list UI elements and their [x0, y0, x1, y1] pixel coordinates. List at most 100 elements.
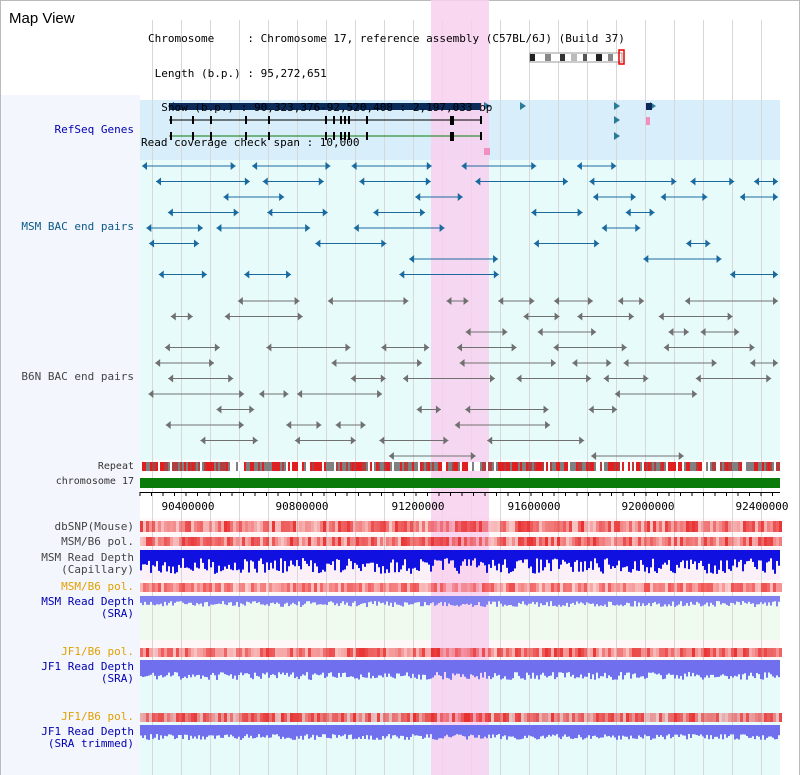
jf1-sra-depth-bar [240, 660, 242, 673]
msm-bac-end [493, 270, 499, 279]
repeat-segment [542, 462, 544, 471]
jf1-trimmed-depth-bar [662, 725, 664, 737]
jf1-sra-depth-bar [578, 660, 580, 678]
jf1-b6-pol-strip [377, 713, 380, 722]
msm-sra-depth-bar [374, 596, 376, 602]
track-label-msm-read-depth-sra[interactable]: MSM Read Depth (SRA) [41, 595, 134, 620]
msm-capillary-depth-bar [482, 550, 484, 563]
jf1-trimmed-depth-bar [422, 725, 424, 739]
repeat-segment [662, 462, 664, 471]
jf1-b6-pol-strip [575, 648, 578, 657]
jf1-b6-pol-strip [545, 648, 548, 657]
repeat-segment [654, 462, 656, 471]
jf1-sra-depth-bar [434, 660, 436, 676]
track-label-dbsnp[interactable]: dbSNP(Mouse) [54, 520, 134, 533]
repeat-segment [260, 462, 262, 471]
jf1-sra-depth-bar [446, 660, 448, 678]
jf1-b6-pol-strip [278, 648, 281, 657]
b6n-bac-end [380, 374, 386, 383]
dbsnp-strip [329, 521, 332, 532]
msm-b6-pol-strip [761, 537, 764, 546]
refseq-exon [348, 116, 350, 124]
jf1-b6-pol-strip [296, 713, 299, 722]
msm-b6-pol-strip [248, 583, 251, 592]
msm-sra-depth-bar [720, 596, 722, 605]
msm-bac-end [373, 208, 379, 217]
msm-bac-end [158, 270, 164, 279]
jf1-b6-pol-strip [767, 648, 770, 657]
repeat-segment [570, 462, 572, 471]
track-label-jf1-read-depth-sra[interactable]: JF1 Read Depth (SRA) [41, 660, 134, 685]
track-label-msm-b6-pol-1[interactable]: MSM/B6 pol. [61, 535, 134, 548]
label-column [0, 95, 140, 775]
repeat-segment [508, 462, 510, 471]
msm-capillary-depth-bar [774, 550, 776, 574]
jf1-b6-pol-strip [392, 648, 395, 657]
msm-b6-pol-strip [500, 583, 503, 592]
jf1-trimmed-depth-bar [546, 725, 548, 737]
jf1-b6-pol-strip [356, 713, 359, 722]
track-label-msm-bac[interactable]: MSM BAC end pairs [21, 220, 134, 233]
msm-capillary-depth-bar [508, 550, 510, 574]
track-label-msm-read-depth-capillary[interactable]: MSM Read Depth (Capillary) [41, 551, 134, 576]
repeat-segment [194, 462, 196, 471]
track-label-refseq[interactable]: RefSeq Genes [54, 123, 134, 136]
repeat-segment [652, 462, 654, 471]
msm-capillary-depth-bar [402, 550, 404, 566]
jf1-b6-pol-strip [473, 713, 476, 722]
jf1-b6-pol-strip [515, 648, 518, 657]
msm-capillary-depth-bar [618, 550, 620, 561]
msm-bac-end [594, 239, 600, 248]
msm-b6-pol-strip [212, 583, 215, 592]
jf1-sra-depth-bar [342, 660, 344, 674]
msm-bac-end [197, 224, 203, 232]
jf1-b6-pol-strip [650, 648, 653, 657]
msm-b6-pol-strip [224, 537, 227, 546]
jf1-sra-depth-bar [668, 660, 670, 674]
jf1-sra-depth-bar [292, 660, 294, 673]
repeat-segment [490, 462, 492, 471]
repeat-segment [242, 462, 244, 471]
jf1-b6-pol-strip [638, 713, 641, 722]
msm-capillary-depth-bar [746, 550, 748, 562]
repeat-segment [356, 462, 358, 471]
jf1-b6-pol-strip [593, 713, 596, 722]
jf1-b6-pol-strip [236, 713, 239, 722]
msm-b6-pol-strip [629, 583, 632, 592]
track-label-b6n-bac[interactable]: B6N BAC end pairs [21, 370, 134, 383]
msm-capillary-depth-bar [646, 550, 648, 568]
repeat-segment [268, 462, 270, 471]
dbsnp-strip [662, 521, 665, 532]
msm-capillary-depth-bar [624, 550, 626, 568]
repeat-segment [418, 462, 420, 471]
jf1-b6-pol-strip [677, 713, 680, 722]
dbsnp-strip [749, 521, 752, 532]
track-label-jf1-b6-pol-2[interactable]: JF1/B6 pol. [61, 710, 134, 723]
track-label-repeat[interactable]: Repeat [97, 461, 134, 472]
msm-b6-pol-strip [140, 537, 143, 546]
refseq-exon [450, 132, 454, 141]
msm-capillary-depth-bar [228, 550, 230, 565]
msm-sra-depth-bar [546, 596, 548, 603]
repeat-segment [624, 462, 626, 471]
track-label-msm-b6-pol-2[interactable]: MSM/B6 pol. [61, 580, 134, 593]
jf1-b6-pol-strip [770, 713, 773, 722]
track-label-jf1-read-depth-trimmed[interactable]: JF1 Read Depth (SRA trimmed) [41, 725, 134, 750]
jf1-b6-pol-strip [611, 648, 614, 657]
b6n-bac-end [297, 390, 303, 398]
msm-b6-pol-strip [599, 583, 602, 592]
jf1-sra-depth-bar [392, 660, 394, 678]
msm-b6-pol-strip [482, 583, 485, 592]
jf1-trimmed-depth-bar [562, 725, 564, 737]
jf1-b6-pol-strip [566, 648, 569, 657]
jf1-trimmed-depth-bar [486, 725, 488, 739]
repeat-segment [600, 462, 602, 471]
jf1-trimmed-depth-bar [754, 725, 756, 740]
repeat-segment [286, 462, 288, 471]
track-label-jf1-b6-pol-1[interactable]: JF1/B6 pol. [61, 645, 134, 658]
dbsnp-strip [728, 521, 731, 532]
repeat-segment [290, 462, 292, 471]
track-label-chromosome[interactable]: chromosome 17 [55, 476, 134, 487]
jf1-b6-pol-strip [665, 713, 668, 722]
